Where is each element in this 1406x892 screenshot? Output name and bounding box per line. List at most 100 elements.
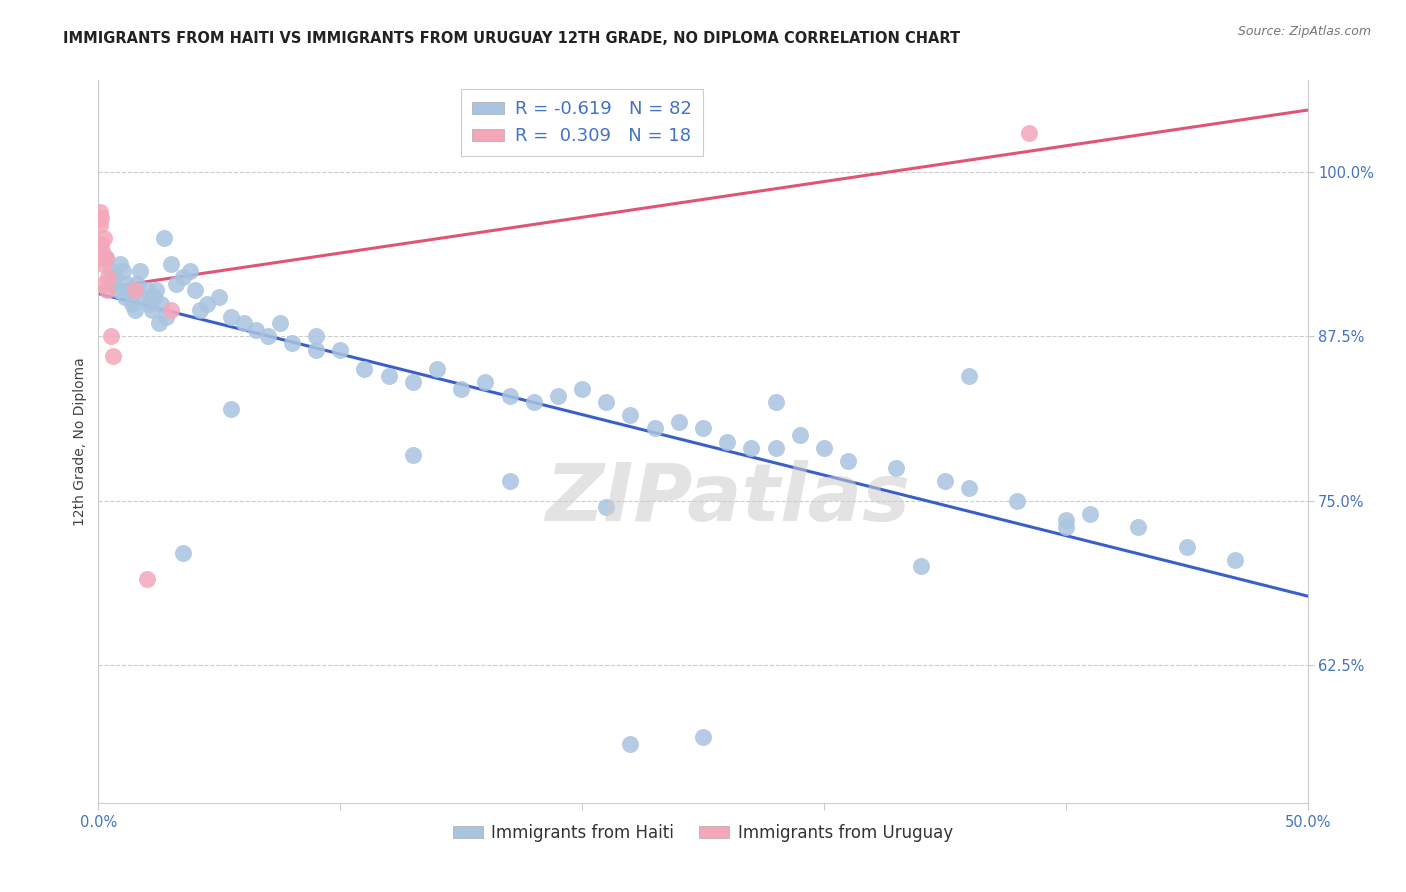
Legend: Immigrants from Haiti, Immigrants from Uruguay: Immigrants from Haiti, Immigrants from U…	[447, 817, 959, 848]
Point	[91, 257, 114, 271]
Point	[221, 401, 243, 416]
Point	[474, 376, 496, 390]
Point	[93, 231, 115, 245]
Point	[329, 343, 352, 357]
Point	[89, 204, 111, 219]
Point	[90, 211, 112, 226]
Point	[114, 290, 136, 304]
Point	[93, 277, 115, 291]
Point	[934, 474, 956, 488]
Point	[450, 382, 472, 396]
Point	[886, 460, 908, 475]
Point	[94, 251, 117, 265]
Point	[145, 284, 167, 298]
Point	[127, 277, 149, 291]
Point	[138, 296, 160, 310]
Point	[94, 251, 117, 265]
Point	[91, 251, 114, 265]
Point	[100, 264, 122, 278]
Point	[100, 329, 122, 343]
Point	[498, 388, 520, 402]
Point	[402, 448, 425, 462]
Point	[668, 415, 690, 429]
Point	[256, 329, 278, 343]
Point	[96, 284, 118, 298]
Point	[1223, 553, 1246, 567]
Point	[155, 310, 177, 324]
Point	[104, 270, 127, 285]
Text: Source: ZipAtlas.com: Source: ZipAtlas.com	[1237, 25, 1371, 38]
Point	[692, 730, 714, 744]
Point	[692, 421, 714, 435]
Point	[150, 296, 173, 310]
Point	[124, 284, 146, 298]
Point	[160, 257, 183, 271]
Point	[957, 481, 980, 495]
Point	[402, 376, 425, 390]
Point	[232, 316, 254, 330]
Point	[245, 323, 267, 337]
Point	[135, 573, 157, 587]
Point	[813, 441, 835, 455]
Point	[152, 231, 174, 245]
Point	[165, 277, 187, 291]
Point	[305, 329, 328, 343]
Point	[1175, 540, 1198, 554]
Point	[118, 284, 141, 298]
Point	[143, 290, 166, 304]
Point	[91, 244, 114, 258]
Point	[523, 395, 546, 409]
Point	[188, 303, 211, 318]
Point	[101, 277, 124, 291]
Point	[101, 349, 124, 363]
Point	[547, 388, 569, 402]
Point	[269, 316, 291, 330]
Point	[595, 395, 617, 409]
Point	[619, 409, 641, 423]
Point	[179, 264, 201, 278]
Point	[1078, 507, 1101, 521]
Point	[1054, 513, 1077, 527]
Point	[89, 218, 111, 232]
Point	[124, 303, 146, 318]
Point	[108, 257, 131, 271]
Point	[716, 434, 738, 449]
Point	[135, 284, 157, 298]
Point	[765, 441, 787, 455]
Point	[377, 368, 399, 383]
Point	[619, 737, 641, 751]
Text: ZIPatlas: ZIPatlas	[544, 460, 910, 539]
Point	[837, 454, 859, 468]
Point	[117, 277, 139, 291]
Point	[644, 421, 666, 435]
Point	[957, 368, 980, 383]
Point	[97, 270, 120, 285]
Text: IMMIGRANTS FROM HAITI VS IMMIGRANTS FROM URUGUAY 12TH GRADE, NO DIPLOMA CORRELAT: IMMIGRANTS FROM HAITI VS IMMIGRANTS FROM…	[63, 31, 960, 46]
Point	[910, 559, 932, 574]
Point	[765, 395, 787, 409]
Point	[1128, 520, 1150, 534]
Point	[184, 284, 207, 298]
Point	[160, 303, 183, 318]
Point	[148, 316, 170, 330]
Point	[90, 237, 112, 252]
Y-axis label: 12th Grade, No Diploma: 12th Grade, No Diploma	[73, 357, 87, 526]
Point	[131, 290, 153, 304]
Point	[498, 474, 520, 488]
Point	[1018, 126, 1040, 140]
Point	[1054, 520, 1077, 534]
Point	[595, 500, 617, 515]
Point	[121, 296, 143, 310]
Point	[571, 382, 593, 396]
Point	[172, 270, 194, 285]
Point	[789, 428, 811, 442]
Point	[111, 264, 134, 278]
Point	[740, 441, 762, 455]
Point	[221, 310, 243, 324]
Point	[172, 546, 194, 560]
Point	[195, 296, 218, 310]
Point	[281, 336, 304, 351]
Point	[305, 343, 328, 357]
Point	[128, 264, 150, 278]
Point	[208, 290, 231, 304]
